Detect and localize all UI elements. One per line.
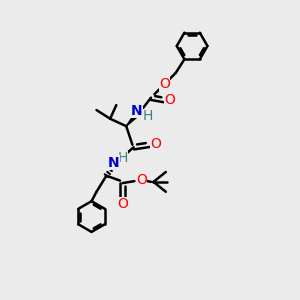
Text: O: O	[165, 93, 176, 106]
Text: O: O	[117, 197, 128, 211]
Polygon shape	[126, 112, 140, 126]
Text: H: H	[118, 151, 128, 165]
Text: N: N	[131, 104, 143, 118]
Text: O: O	[159, 77, 170, 91]
Text: O: O	[136, 173, 147, 187]
Text: N: N	[108, 156, 120, 170]
Text: H: H	[142, 109, 153, 123]
Text: O: O	[150, 137, 160, 151]
